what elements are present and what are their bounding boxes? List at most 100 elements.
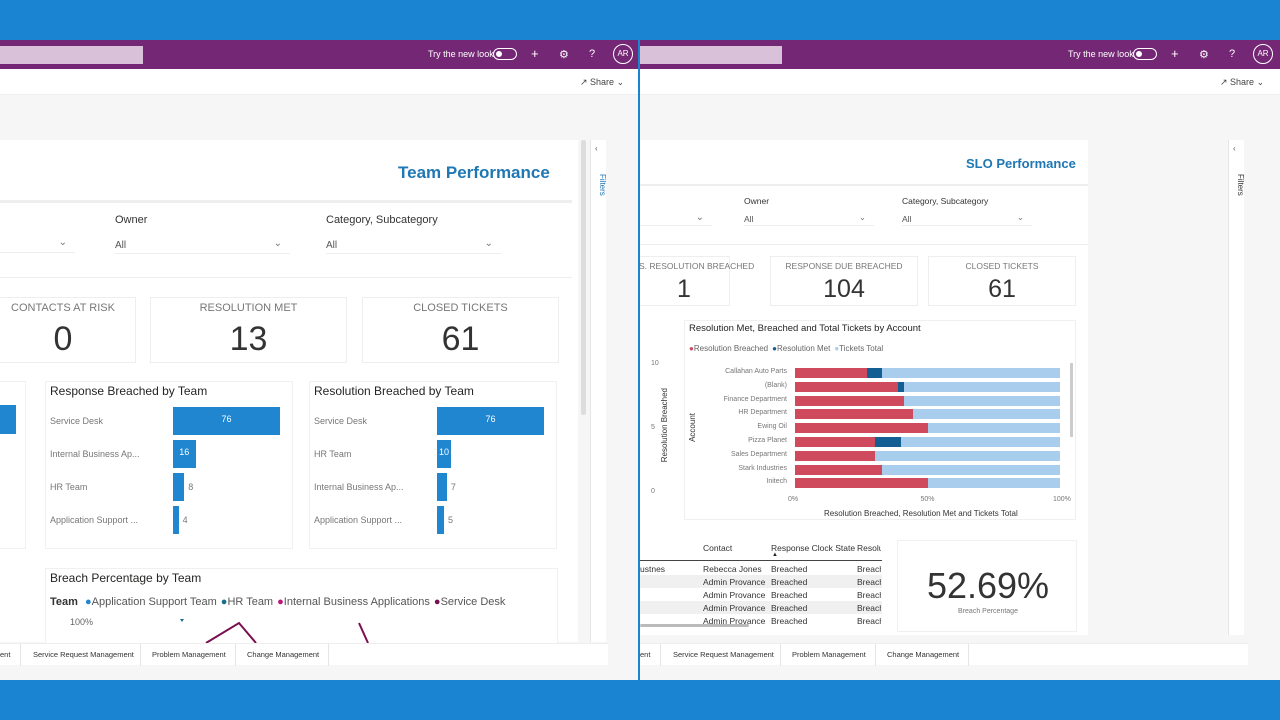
search-box[interactable] [640,46,782,64]
collapse-icon[interactable]: ‹ [595,144,598,153]
new-look-toggle[interactable] [1133,48,1157,60]
bar[interactable] [173,407,280,435]
bar-segment[interactable] [795,409,913,420]
page-tab[interactable]: Problem Management [152,650,226,659]
page-title: Team Performance [398,163,550,182]
page-tab[interactable]: Service Request Management [33,650,134,659]
page-tab[interactable]: Change Management [887,650,960,659]
category-dropdown[interactable]: All ⌄ [326,238,501,254]
owner-dropdown[interactable]: All ⌄ [115,238,290,254]
legend-title: Team [50,596,78,608]
legend-item[interactable]: ●Internal Business Applications [277,596,430,608]
bar[interactable] [437,440,452,468]
legend-label: Resolution Breached [693,344,769,353]
bar-segment[interactable] [795,437,875,447]
filters-pane[interactable]: ‹ Filters [590,140,607,642]
bar-segment[interactable] [795,368,867,378]
partial-chart-panel [0,381,26,549]
legend-item[interactable]: ●HR Team [221,596,273,608]
page-tab[interactable]: Service Request Management [673,650,774,659]
avatar[interactable]: AR [613,44,633,64]
help-icon[interactable]: ? [1229,48,1236,60]
avatar[interactable]: AR [1253,44,1273,64]
bar-segment[interactable] [874,437,901,447]
share-button[interactable]: ↗ Share ⌄ [1220,77,1265,87]
page-tab[interactable]: ent [640,650,651,659]
bar-segment[interactable] [795,478,928,489]
table-horizontal-scrollbar[interactable] [640,624,749,627]
bar-segment[interactable] [882,464,1060,475]
help-icon[interactable]: ? [589,48,596,60]
bar-segment[interactable] [882,368,1060,378]
chevron-down-icon: ⌄ [858,212,866,222]
column-header-response-clock-state[interactable]: Response Clock State [771,543,856,553]
canvas-scrollbar[interactable] [581,140,586,415]
page-tab[interactable]: Change Management [247,650,320,659]
bar[interactable] [437,407,544,435]
bar-segment[interactable] [901,437,1060,447]
collapse-icon[interactable]: ‹ [1233,144,1236,153]
bar[interactable] [437,506,445,534]
category-dropdown[interactable]: All ⌄ [902,212,1032,226]
bar[interactable] [173,440,196,468]
bar-segment[interactable] [927,423,1060,434]
new-look-toggle[interactable] [493,48,517,60]
breach-percentage-card: 52.69% Breach Percentage [897,540,1077,632]
bar-segment[interactable] [927,478,1060,489]
bar-segment[interactable] [903,395,1060,406]
category-label: Category, Subcategory [902,196,989,206]
x-tick: 0% [788,496,799,503]
legend-item[interactable]: ●Application Support Team [85,596,217,608]
bar-segment[interactable] [903,381,1060,392]
legend-item[interactable]: ●Service Desk [434,596,505,608]
data-label: 76 [221,414,232,424]
gear-icon[interactable]: ⚙ [1199,49,1209,61]
bar[interactable] [173,506,179,534]
table-row[interactable]: ustnes Rebecca Jones Breached Breach [640,562,882,575]
kpi-value: 1 [677,275,691,303]
filters-pane[interactable]: ‹ Filters [1228,140,1245,635]
bar-segment[interactable] [795,395,904,406]
bar-segment[interactable] [795,450,875,461]
chart-scrollbar[interactable] [1070,363,1073,437]
legend-item[interactable]: ●Resolution Met [772,344,830,353]
share-button[interactable]: ↗ Share ⌄ [580,77,625,87]
bar-segment[interactable] [866,368,883,378]
table-row[interactable]: Admin Provance Breached Breach [640,588,882,601]
chart-title: Response Breached by Team [50,384,208,398]
bar-segment[interactable] [795,464,883,475]
column-header-resolution[interactable]: Resolu [857,543,881,553]
bar-segment[interactable] [795,381,899,392]
filter-dropdown-partial[interactable]: ⌄ [0,237,75,253]
tab-separator [660,644,661,666]
table-row[interactable]: Admin Provance Breached Breach [640,601,882,614]
legend-label: Tickets Total [839,344,884,353]
tickets-table: Contact Response Clock State ▲ Resolu us… [640,538,890,630]
chart-title: Resolution Met, Breached and Total Ticke… [689,323,921,334]
table-row[interactable]: Admin Provance Breached Breach [640,575,882,588]
column-header-contact[interactable]: Contact [703,543,733,553]
chevron-down-icon: ⌄ [273,238,282,249]
table-cell: Admin Provance [703,577,766,587]
page-tab[interactable]: ent [0,650,11,659]
table-cell: Breached [771,590,808,600]
table-row[interactable]: Admin Provance Breached Breach [640,614,882,627]
plus-icon[interactable]: + [531,46,539,61]
legend-item[interactable]: ●Tickets Total [834,344,883,353]
bar-segment[interactable] [874,450,1060,461]
kpi-card-response-due-breached: RESPONSE DUE BREACHED 104 [770,256,918,306]
gear-icon[interactable]: ⚙ [559,49,569,61]
category-label: HR Team [50,482,88,492]
bar[interactable] [173,473,185,501]
bar[interactable] [437,473,447,501]
search-box[interactable] [0,46,143,64]
bar-segment[interactable] [795,423,928,434]
owner-dropdown[interactable]: All ⌄ [744,212,874,226]
bar-segment[interactable] [898,381,904,392]
try-new-look-label: Try the new look [428,49,494,59]
legend-item[interactable]: ●Resolution Breached [689,344,768,353]
plus-icon[interactable]: + [1171,46,1179,61]
page-tab[interactable]: Problem Management [792,650,866,659]
filter-dropdown-partial[interactable]: ⌄ [640,212,712,226]
bar-segment[interactable] [912,409,1060,420]
